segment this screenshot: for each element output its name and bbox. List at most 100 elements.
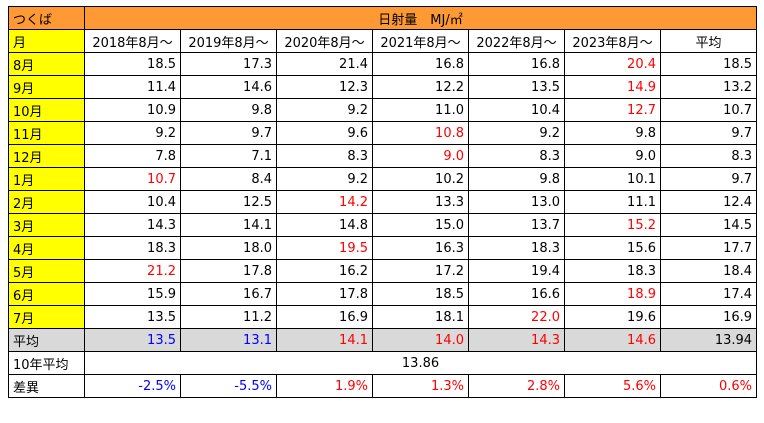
value-cell[interactable]: 13.3 <box>372 190 469 214</box>
row-label[interactable]: 3月 <box>8 213 85 237</box>
value-cell[interactable]: 19.5 <box>276 236 373 260</box>
value-cell[interactable]: 17.8 <box>276 282 373 306</box>
value-cell[interactable]: 20.4 <box>564 52 661 76</box>
row-label[interactable]: 8月 <box>8 52 85 76</box>
value-cell[interactable]: 18.4 <box>659 259 758 283</box>
column-header[interactable]: 平均 <box>659 29 758 53</box>
value-cell[interactable]: 10.7 <box>659 98 758 122</box>
value-cell[interactable]: 16.6 <box>468 282 565 306</box>
value-cell[interactable]: 18.3 <box>84 236 181 260</box>
row-label[interactable]: 10年平均 <box>8 351 85 375</box>
value-cell[interactable]: 10.9 <box>84 98 181 122</box>
value-cell[interactable]: 19.6 <box>564 305 661 329</box>
value-cell[interactable]: 14.6 <box>180 75 277 99</box>
value-cell[interactable]: 14.5 <box>659 213 758 237</box>
column-header[interactable]: 2021年8月～ <box>372 29 469 53</box>
value-cell[interactable]: 16.2 <box>276 259 373 283</box>
value-cell[interactable]: 18.5 <box>372 282 469 306</box>
value-cell[interactable]: 2.8% <box>468 374 565 398</box>
value-cell[interactable]: 17.7 <box>659 236 758 260</box>
value-cell[interactable]: 19.4 <box>468 259 565 283</box>
value-cell[interactable]: 13.5 <box>468 75 565 99</box>
row-label[interactable]: 11月 <box>8 121 85 145</box>
value-cell[interactable]: 17.4 <box>659 282 758 306</box>
value-cell[interactable]: 16.3 <box>372 236 469 260</box>
value-cell[interactable]: 11.2 <box>180 305 277 329</box>
row-label[interactable]: 2月 <box>8 190 85 214</box>
value-cell[interactable]: 9.8 <box>468 167 565 191</box>
value-cell[interactable]: 12.7 <box>564 98 661 122</box>
location-cell[interactable]: つくば <box>8 6 85 30</box>
value-cell[interactable]: 14.1 <box>276 328 373 352</box>
value-cell[interactable]: 9.8 <box>180 98 277 122</box>
value-cell[interactable]: 13.1 <box>180 328 277 352</box>
value-cell[interactable]: 14.8 <box>276 213 373 237</box>
value-cell[interactable]: 14.0 <box>372 328 469 352</box>
row-label[interactable]: 7月 <box>8 305 85 329</box>
row-label[interactable]: 5月 <box>8 259 85 283</box>
row-label[interactable]: 9月 <box>8 75 85 99</box>
ten-year-average-value[interactable]: 13.86 <box>83 351 758 375</box>
value-cell[interactable]: 11.0 <box>372 98 469 122</box>
value-cell[interactable]: 14.2 <box>276 190 373 214</box>
value-cell[interactable]: 15.9 <box>84 282 181 306</box>
value-cell[interactable]: 9.7 <box>180 121 277 145</box>
value-cell[interactable]: 8.3 <box>276 144 373 168</box>
value-cell[interactable]: 12.5 <box>180 190 277 214</box>
value-cell[interactable]: 13.0 <box>468 190 565 214</box>
value-cell[interactable]: -2.5% <box>84 374 181 398</box>
value-cell[interactable]: 14.6 <box>564 328 661 352</box>
value-cell[interactable]: 18.1 <box>372 305 469 329</box>
value-cell[interactable]: 10.8 <box>372 121 469 145</box>
value-cell[interactable]: 9.0 <box>372 144 469 168</box>
value-cell[interactable]: 14.9 <box>564 75 661 99</box>
value-cell[interactable]: 18.0 <box>180 236 277 260</box>
row-label[interactable]: 10月 <box>8 98 85 122</box>
value-cell[interactable]: 16.7 <box>180 282 277 306</box>
value-cell[interactable]: 21.4 <box>276 52 373 76</box>
value-cell[interactable]: -5.5% <box>180 374 277 398</box>
column-header[interactable]: 2020年8月～ <box>276 29 373 53</box>
row-label[interactable]: 6月 <box>8 282 85 306</box>
value-cell[interactable]: 10.4 <box>84 190 181 214</box>
value-cell[interactable]: 15.2 <box>564 213 661 237</box>
value-cell[interactable]: 14.3 <box>84 213 181 237</box>
value-cell[interactable]: 9.2 <box>276 167 373 191</box>
value-cell[interactable]: 11.4 <box>84 75 181 99</box>
value-cell[interactable]: 8.3 <box>468 144 565 168</box>
value-cell[interactable]: 8.4 <box>180 167 277 191</box>
value-cell[interactable]: 18.5 <box>659 52 758 76</box>
table-title[interactable]: 日射量 MJ/㎡ <box>83 6 758 30</box>
row-label[interactable]: 1月 <box>8 167 85 191</box>
value-cell[interactable]: 18.3 <box>468 236 565 260</box>
value-cell[interactable]: 1.3% <box>372 374 469 398</box>
value-cell[interactable]: 9.2 <box>468 121 565 145</box>
value-cell[interactable]: 16.9 <box>276 305 373 329</box>
row-label[interactable]: 平均 <box>8 328 85 352</box>
column-header[interactable]: 2019年8月～ <box>180 29 277 53</box>
value-cell[interactable]: 9.0 <box>564 144 661 168</box>
value-cell[interactable]: 9.7 <box>659 167 758 191</box>
value-cell[interactable]: 14.1 <box>180 213 277 237</box>
value-cell[interactable]: 7.8 <box>84 144 181 168</box>
value-cell[interactable]: 11.1 <box>564 190 661 214</box>
value-cell[interactable]: 13.2 <box>659 75 758 99</box>
value-cell[interactable]: 17.2 <box>372 259 469 283</box>
value-cell[interactable]: 13.5 <box>84 305 181 329</box>
value-cell[interactable]: 18.5 <box>84 52 181 76</box>
row-label[interactable]: 差異 <box>8 374 85 398</box>
value-cell[interactable]: 16.9 <box>659 305 758 329</box>
value-cell[interactable]: 1.9% <box>276 374 373 398</box>
value-cell[interactable]: 16.8 <box>372 52 469 76</box>
value-cell[interactable]: 13.7 <box>468 213 565 237</box>
value-cell[interactable]: 12.4 <box>659 190 758 214</box>
value-cell[interactable]: 10.4 <box>468 98 565 122</box>
value-cell[interactable]: 18.9 <box>564 282 661 306</box>
value-cell[interactable]: 10.7 <box>84 167 181 191</box>
value-cell[interactable]: 16.8 <box>468 52 565 76</box>
value-cell[interactable]: 9.8 <box>564 121 661 145</box>
value-cell[interactable]: 0.6% <box>659 374 758 398</box>
value-cell[interactable]: 10.2 <box>372 167 469 191</box>
value-cell[interactable]: 5.6% <box>564 374 661 398</box>
month-header[interactable]: 月 <box>8 29 85 53</box>
